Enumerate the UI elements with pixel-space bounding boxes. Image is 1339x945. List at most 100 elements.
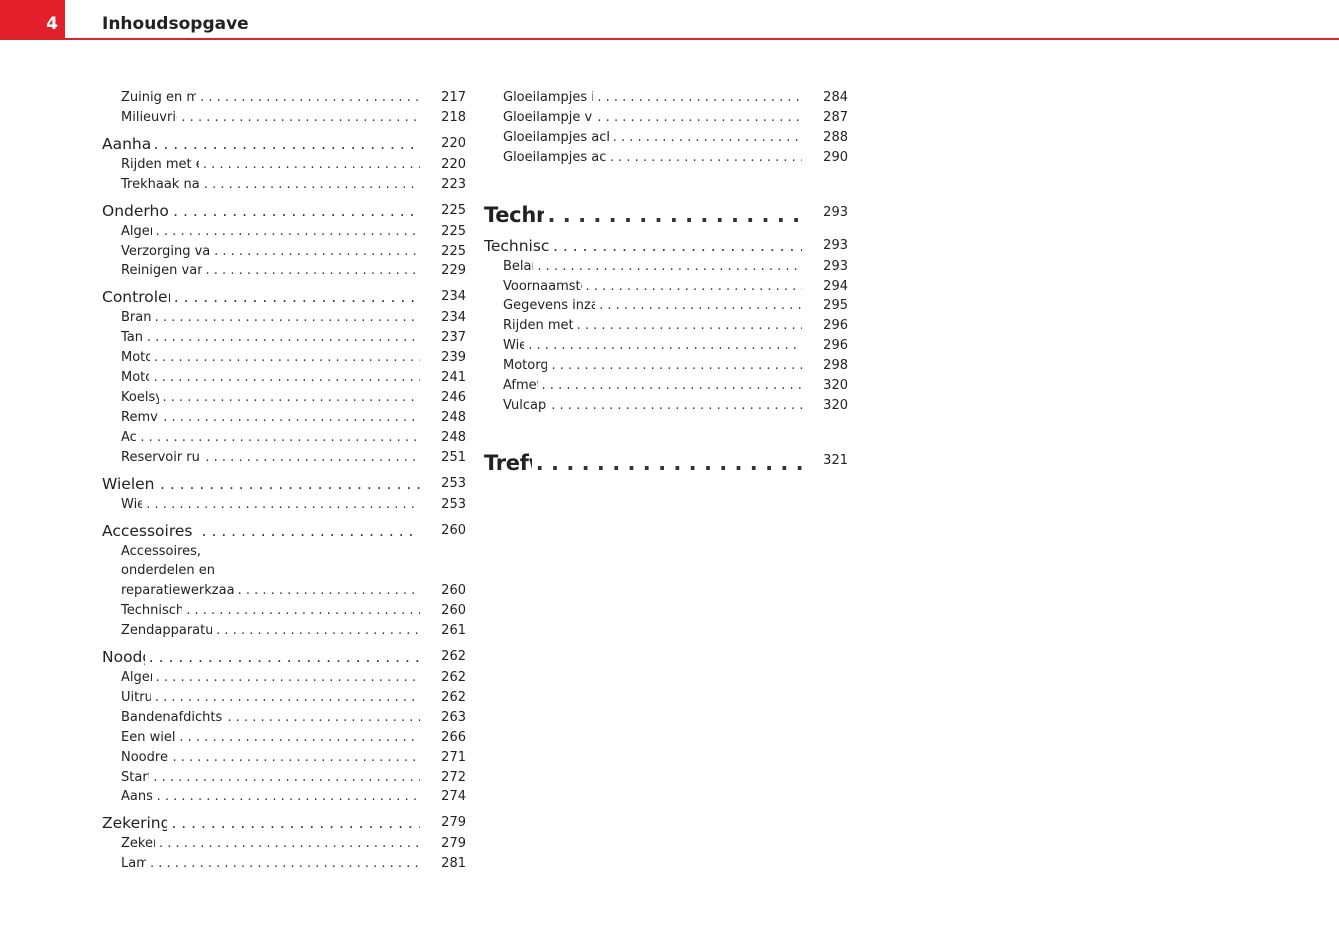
toc-entry-label: Bandenafdichtset TMS (Tyre Mobility Syst… (121, 709, 223, 725)
dot-leader (156, 222, 420, 242)
toc-section[interactable]: Controleren en bijvullen 234 (102, 286, 466, 308)
toc-entry[interactable]: Aanslepen 274 (102, 787, 466, 807)
toc-entry[interactable]: Koelsysteem 246 (102, 388, 466, 408)
toc-entry[interactable]: Remvloeistof 248 (102, 408, 466, 428)
dot-leader (157, 787, 420, 807)
toc-entry-label: Gegevens inzake het brandstofverbruik (503, 298, 596, 314)
toc-entry[interactable]: Tanken 237 (102, 328, 466, 348)
toc-entry-label: Een wiel vervangen (121, 729, 176, 745)
dot-leader (150, 854, 420, 874)
toc-entry-label: Voornaamste wagenkenmerken (503, 278, 582, 294)
toc-entry-label: Rijden met een aanhangwagen (121, 156, 199, 172)
toc-entry[interactable]: Gloeilampjes achteraan vervangen (in zij… (484, 128, 848, 148)
toc-entry-page: 251 (441, 449, 466, 465)
toc-entry-label: Noodgevallen (102, 648, 145, 667)
toc-entry-label: Rijden met aanhangwagen (503, 318, 573, 334)
toc-section[interactable]: Accessoires en technische wijzigingen 260 (102, 520, 466, 542)
toc-entry[interactable]: Gloeilampje van mistlamp* vervangen 287 (484, 108, 848, 128)
toc-entry[interactable]: Motorkap 239 (102, 348, 466, 368)
dot-leader (238, 581, 420, 601)
toc-entry[interactable]: Gegevens inzake het brandstofverbruik 295 (484, 296, 848, 316)
toc-entry[interactable]: Rijden met aanhangwagen 296 (484, 316, 848, 336)
dot-leader (156, 668, 420, 688)
toc-section[interactable]: Technische kenmerken 293 (484, 235, 848, 257)
toc-entry-label: Reinigen van het wageninterieur (121, 263, 202, 279)
toc-entry[interactable]: Vulcapaciteiten 320 (484, 396, 848, 416)
toc-entry-page: 239 (441, 350, 466, 366)
toc-section[interactable]: Noodgevallen 262 (102, 646, 466, 668)
toc-chapter[interactable]: Trefwoordenlijst 321 (484, 446, 848, 478)
toc-entry-page: 260 (441, 603, 466, 619)
toc-entry[interactable]: Gloeilampjes in koplampen vervangen 284 (484, 88, 848, 108)
toc-entry[interactable]: Afmetingen 320 (484, 376, 848, 396)
toc-entry[interactable]: Trekhaak naderhand inbouwen* 223 (102, 175, 466, 195)
toc-entry-label: Technische kenmerken (484, 236, 550, 255)
toc-left-column: Zuinig en milieubewust rijden 217 Milieuvr… (102, 88, 466, 874)
toc-entry[interactable]: Algemeen 262 (102, 668, 466, 688)
toc-entry[interactable]: Zuinig en milieubewust rijden 217 (102, 88, 466, 108)
toc-entry-page: 225 (441, 202, 466, 218)
toc-entry-label: Uitrusting (121, 689, 151, 705)
toc-entry-page: 266 (441, 729, 466, 745)
toc-entry-label: Starthulp (121, 769, 149, 785)
toc-entry-label: Aanslepen (121, 789, 153, 805)
toc-entry[interactable]: Een wiel vervangen 266 (102, 728, 466, 748)
toc-entry[interactable]: Rijden met een aanhangwagen 220 (102, 155, 466, 175)
toc-entry[interactable]: Algemeen 225 (102, 222, 466, 242)
toc-entry[interactable]: Zekeringen 279 (102, 834, 466, 854)
toc-section[interactable]: Zekeringen en lampjes 279 (102, 812, 466, 834)
toc-entry-page: 253 (441, 496, 466, 512)
toc-entry[interactable]: Lampen 281 (102, 854, 466, 874)
toc-entry-page: 220 (441, 156, 466, 172)
toc-entry-page: 262 (441, 670, 466, 686)
toc-entry-page: 293 (823, 258, 848, 274)
page-title: Inhoudsopgave (102, 14, 249, 34)
toc-entry[interactable]: Verzorging van de wagen, buitenzijde 225 (102, 242, 466, 262)
dot-leader (206, 261, 420, 281)
toc-entry-label: Lampen (121, 856, 146, 872)
toc-section[interactable]: Aanhangwagen 220 (102, 133, 466, 155)
toc-entry[interactable]: Brandstof 234 (102, 308, 466, 328)
toc-entry-page: 320 (823, 378, 848, 394)
toc-entry[interactable]: Belangrijk 293 (484, 257, 848, 277)
toc-entry-page: 261 (441, 623, 466, 639)
dot-leader (597, 88, 802, 108)
toc-entry[interactable]: Zendapparatuur en kantoorapparatuur 261 (102, 621, 466, 641)
dot-leader (159, 834, 420, 854)
toc-entry-page: 290 (823, 149, 848, 165)
toc-entry[interactable]: Voornaamste wagenkenmerken 294 (484, 277, 848, 297)
toc-entry-label: Koelsysteem (121, 389, 159, 405)
toc-entry-label: Gloeilampjes in koplampen vervangen (503, 90, 594, 105)
toc-entry[interactable]: Noodreservewiel 271 (102, 748, 466, 768)
toc-entry[interactable]: Wielen 253 (102, 495, 466, 515)
toc-entry-label: Controleren en bijvullen (102, 288, 170, 307)
toc-section[interactable]: Wielen en banden 253 (102, 473, 466, 495)
toc-entry[interactable]: Accu 248 (102, 428, 466, 448)
dot-leader (149, 646, 420, 668)
toc-entry[interactable]: Gloeilampjes achter (in achterklep) verv… (484, 148, 848, 168)
toc-entry[interactable]: Starthulp 272 (102, 768, 466, 788)
dot-leader (551, 396, 802, 416)
toc-entry-label: Verzorging van de wagen, buitenzijde (121, 243, 211, 259)
toc-section[interactable]: Onderhoud en reiniging 225 (102, 200, 466, 222)
toc-entry-label: Algemeen (121, 670, 152, 686)
toc-entry[interactable]: Motorgegevens 298 (484, 356, 848, 376)
toc-entry-page: 284 (823, 90, 848, 105)
toc-entry-page: 220 (441, 135, 466, 151)
toc-entry[interactable]: Bandenafdichtset TMS (Tyre Mobility Syst… (102, 708, 466, 728)
toc-entry[interactable]: Reservoir ruitensproeiervloeistof 251 (102, 448, 466, 468)
toc-entry[interactable]: Motorolie 241 (102, 368, 466, 388)
toc-entry-page: 321 (823, 452, 848, 468)
toc-entry[interactable]: Technische wijzigingen 260 (102, 601, 466, 621)
dot-leader (204, 175, 420, 195)
toc-entry[interactable]: Accessoires, onderdelen en reparatiewerk… (102, 542, 466, 602)
toc-entry[interactable]: Reinigen van het wageninterieur 229 (102, 261, 466, 281)
toc-chapter[interactable]: Technische gegevens 293 (484, 198, 848, 230)
dot-leader (163, 388, 421, 408)
toc-entry[interactable]: Milieuvriendelijkheid 218 (102, 108, 466, 128)
dot-leader (160, 473, 420, 495)
toc-entry-page: 272 (441, 769, 466, 785)
toc-entry-label: Belangrijk (503, 258, 533, 274)
toc-entry[interactable]: Wielen 296 (484, 336, 848, 356)
toc-entry[interactable]: Uitrusting 262 (102, 688, 466, 708)
